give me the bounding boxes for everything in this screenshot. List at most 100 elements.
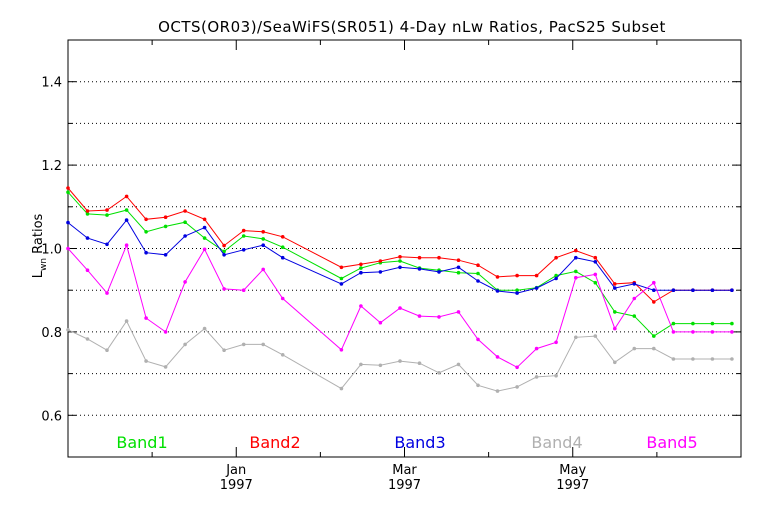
data-point-band2-13	[359, 262, 363, 267]
data-point-band1-1	[85, 212, 90, 216]
data-point-band3-20	[495, 289, 500, 293]
data-point-band5-31	[710, 330, 715, 334]
data-point-band1-9	[241, 234, 246, 238]
data-point-band5-2	[105, 291, 109, 295]
legend-item-band4: Band4	[531, 433, 582, 452]
data-point-band3-26	[613, 286, 617, 290]
data-point-band5-16	[417, 314, 422, 318]
data-point-band4-14	[378, 363, 383, 368]
data-point-band4-25	[593, 334, 598, 338]
data-point-band5-29	[671, 330, 676, 334]
data-point-band3-18	[456, 265, 461, 270]
data-point-band2-20	[495, 275, 500, 279]
y-tick-label-4: 1.4	[41, 76, 62, 91]
data-point-band4-12	[339, 386, 344, 391]
data-point-band4-26	[613, 360, 617, 365]
data-point-band1-24	[574, 269, 578, 274]
legend: Band1 Band2 Band3 Band4 Band5	[116, 433, 697, 452]
data-point-band3-17	[437, 270, 441, 274]
data-point-band2-14	[378, 259, 383, 263]
data-point-band1-19	[476, 271, 480, 276]
data-point-band3-27	[632, 282, 637, 286]
data-point-band1-4	[144, 230, 148, 234]
data-point-band4-13	[359, 362, 363, 367]
data-point-band1-5	[163, 224, 168, 229]
data-point-band4-27	[632, 346, 637, 351]
data-point-band5-28	[652, 280, 656, 285]
series-band4	[66, 319, 734, 393]
data-point-band5-1	[85, 268, 90, 273]
data-point-band3-8	[222, 253, 226, 257]
data-point-band2-7	[202, 217, 207, 222]
data-point-band4-30	[691, 357, 695, 361]
data-point-band3-5	[163, 253, 168, 257]
data-point-band4-23	[554, 373, 558, 378]
y-tick-label-1: 0.8	[41, 326, 62, 341]
data-point-band2-26	[613, 282, 617, 286]
y-axis-label-rest: Ratios	[31, 213, 46, 258]
data-point-band5-13	[359, 304, 363, 308]
data-point-band5-8	[222, 287, 226, 291]
data-point-band3-22	[534, 286, 539, 290]
data-point-band4-1	[85, 337, 90, 341]
data-point-band1-21	[515, 288, 519, 293]
data-point-band4-8	[222, 348, 226, 353]
data-point-band2-23	[554, 255, 558, 260]
data-point-band4-11	[280, 353, 285, 357]
data-point-band5-4	[144, 316, 148, 320]
data-point-band3-16	[417, 267, 422, 271]
data-point-band2-21	[515, 273, 519, 278]
data-point-band5-6	[183, 280, 187, 284]
data-point-band3-25	[593, 260, 598, 264]
data-point-band4-0	[66, 328, 70, 332]
data-point-band2-3	[124, 194, 129, 199]
series-band5	[66, 243, 734, 370]
data-point-band5-27	[632, 296, 637, 301]
data-point-band1-31	[710, 321, 715, 326]
data-point-band1-29	[671, 321, 676, 326]
data-point-band1-10	[261, 237, 266, 241]
data-point-band1-23	[554, 273, 558, 278]
data-point-band5-26	[613, 326, 617, 331]
data-point-band3-11	[280, 255, 285, 260]
data-point-band3-31	[710, 288, 715, 293]
data-point-band5-32	[730, 330, 734, 334]
data-point-band3-14	[378, 270, 383, 274]
data-point-band4-17	[437, 371, 441, 375]
data-point-band2-19	[476, 263, 480, 268]
y-tick-label-2: 1.0	[41, 243, 62, 258]
legend-item-band2: Band2	[249, 433, 300, 452]
data-point-band3-29	[671, 288, 676, 293]
data-point-band2-8	[222, 243, 226, 248]
data-point-band2-22	[534, 273, 539, 278]
data-point-band3-21	[515, 291, 519, 295]
data-point-band5-30	[691, 330, 695, 334]
data-point-band4-3	[124, 319, 129, 323]
data-point-band4-32	[730, 357, 734, 361]
data-point-band1-28	[652, 334, 656, 338]
data-point-band5-5	[163, 330, 168, 334]
data-point-band4-2	[105, 348, 109, 353]
series-band3	[66, 218, 734, 295]
data-point-band2-28	[652, 300, 656, 304]
data-point-band1-13	[359, 266, 363, 270]
data-point-band4-31	[710, 357, 715, 361]
data-point-band5-0	[66, 246, 70, 251]
data-point-band3-32	[730, 288, 734, 293]
data-point-band2-10	[261, 230, 266, 234]
x-tick-label-year-1: 1997	[388, 478, 421, 493]
y-axis-label-main: L	[31, 270, 46, 278]
data-point-band1-6	[183, 220, 187, 224]
data-point-band2-6	[183, 209, 187, 213]
data-point-band3-2	[105, 242, 109, 247]
data-point-band5-20	[495, 355, 500, 359]
data-point-band1-8	[222, 249, 226, 254]
data-point-band3-23	[554, 276, 558, 281]
data-point-band4-7	[202, 326, 207, 331]
data-point-band5-17	[437, 315, 441, 319]
y-axis-label-subscript: wn	[39, 258, 49, 271]
data-point-band2-9	[241, 228, 246, 233]
data-point-band1-11	[280, 245, 285, 249]
data-point-band5-15	[398, 306, 402, 310]
